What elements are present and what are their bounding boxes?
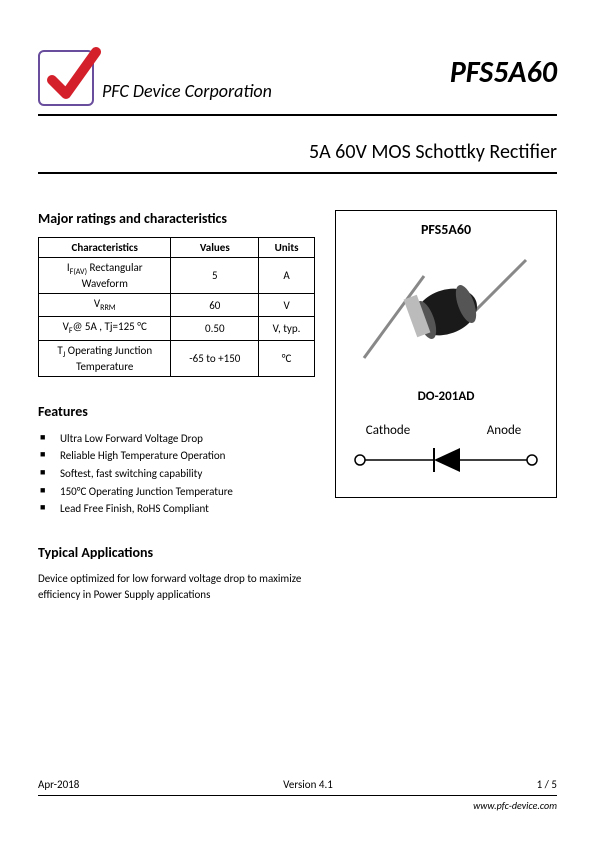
main-content: Major ratings and characteristics Charac… [38, 210, 557, 604]
left-column: Major ratings and characteristics Charac… [38, 210, 315, 604]
feature-item: Ultra Low Forward Voltage Drop [38, 430, 315, 448]
value-cell: -65 to +150 [171, 340, 259, 376]
value-cell: 0.50 [171, 317, 259, 340]
char-cell: TJ Operating JunctionTemperature [39, 340, 171, 376]
ratings-title: Major ratings and characteristics [38, 210, 315, 227]
char-cell: IF(AV) RectangularWaveform [39, 258, 171, 294]
feature-item: Softest, fast switching capability [38, 465, 315, 483]
value-cell: 60 [171, 294, 259, 317]
package-diagram-box: PFS5A60 DO-201AD Cathode Anode [335, 210, 557, 498]
value-cell: 5 [171, 258, 259, 294]
table-row: TJ Operating JunctionTemperature-65 to +… [39, 340, 315, 376]
applications-text: Device optimized for low forward voltage… [38, 571, 315, 604]
checkmark-icon [44, 46, 104, 106]
feature-item: Lead Free Finish, RoHS Compliant [38, 500, 315, 518]
part-number: PFS5A60 [450, 54, 557, 91]
table-row: IF(AV) RectangularWaveform5A [39, 258, 315, 294]
company-name: PFC Device Corporation [102, 80, 272, 106]
features-list: Ultra Low Forward Voltage DropReliable H… [38, 430, 315, 518]
footer-top-row: Apr-2018 Version 4.1 1 / 5 [38, 778, 557, 796]
page-footer: Apr-2018 Version 4.1 1 / 5 www.pfc-devic… [38, 778, 557, 812]
applications-title: Typical Applications [38, 544, 315, 561]
char-cell: VRRM [39, 294, 171, 317]
table-row: VRRM60V [39, 294, 315, 317]
ratings-table: Characteristics Values Units IF(AV) Rect… [38, 237, 315, 377]
char-cell: VF@ 5A , Tj=125 °C [39, 317, 171, 340]
header: PFC Device Corporation PFS5A60 [38, 50, 557, 116]
product-title: 5A 60V MOS Schottky Rectifier [38, 140, 557, 174]
footer-page: 1 / 5 [537, 778, 557, 791]
component-drawing [346, 246, 546, 376]
col-char: Characteristics [39, 238, 171, 258]
package-part-number: PFS5A60 [344, 221, 548, 238]
unit-cell: °C [259, 340, 315, 376]
footer-date: Apr-2018 [38, 778, 79, 791]
right-column: PFS5A60 DO-201AD Cathode Anode [335, 210, 557, 604]
company-logo [38, 50, 94, 106]
table-row: VF@ 5A , Tj=125 °C0.50V, typ. [39, 317, 315, 340]
unit-cell: A [259, 258, 315, 294]
cathode-label: Cathode [366, 423, 410, 438]
diode-symbol: Cathode Anode [346, 420, 546, 480]
table-header-row: Characteristics Values Units [39, 238, 315, 258]
col-values: Values [171, 238, 259, 258]
unit-cell: V, typ. [259, 317, 315, 340]
package-type-label: DO-201AD [344, 389, 548, 404]
anode-label: Anode [487, 423, 522, 438]
footer-version: Version 4.1 [283, 778, 333, 791]
feature-item: Reliable High Temperature Operation [38, 447, 315, 465]
footer-url: www.pfc-device.com [38, 799, 557, 812]
feature-item: 150°C Operating Junction Temperature [38, 483, 315, 501]
unit-cell: V [259, 294, 315, 317]
col-units: Units [259, 238, 315, 258]
features-title: Features [38, 403, 315, 420]
logo-company-block: PFC Device Corporation [38, 50, 450, 106]
